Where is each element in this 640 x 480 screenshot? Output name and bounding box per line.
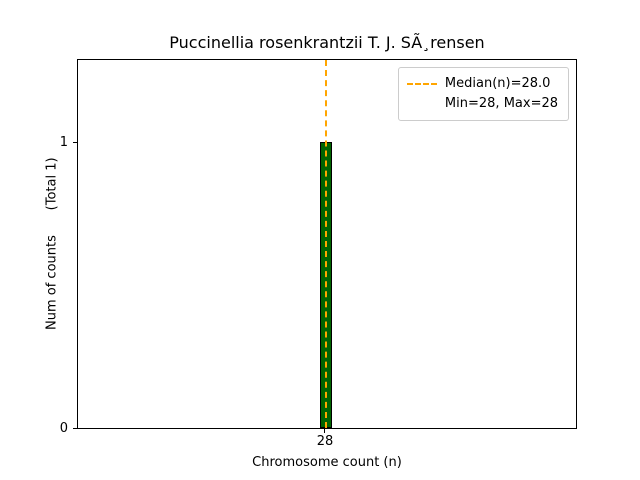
y-tick-mark-zero	[73, 428, 77, 429]
legend-entry-median: Median(n)=28.0	[406, 74, 558, 94]
legend: Median(n)=28.0 Min=28, Max=28	[397, 67, 569, 122]
y-tick-mark-one	[73, 142, 77, 143]
chart-title: Puccinellia rosenkrantzii T. J. SÃ¸rense…	[169, 33, 485, 52]
legend-label-median: Median(n)=28.0	[444, 76, 551, 91]
y-tick-label-zero: 0	[59, 421, 68, 436]
y-axis-label: Num of counts (Total 1)	[44, 157, 60, 331]
median-line-icon	[406, 83, 437, 86]
x-tick-label: 28	[316, 434, 334, 449]
legend-entry-minmax: Min=28, Max=28	[407, 94, 558, 114]
y-tick-label-one: 1	[59, 135, 68, 150]
x-axis-label: Chromosome count (n)	[252, 455, 402, 470]
plot-area: Median(n)=28.0 Min=28, Max=28	[77, 59, 577, 429]
median-dashed-line	[325, 60, 327, 428]
legend-label-minmax: Min=28, Max=28	[444, 96, 558, 112]
x-tick-mark	[324, 429, 325, 433]
